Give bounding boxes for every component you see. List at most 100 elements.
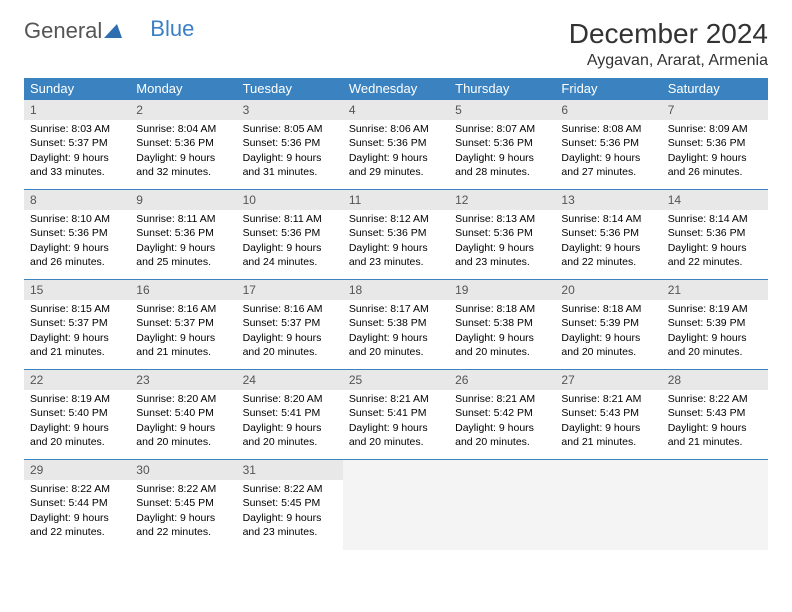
sunset-line: Sunset: 5:37 PM — [30, 316, 124, 330]
sunrise-line: Sunrise: 8:12 AM — [349, 212, 443, 226]
day-number: 26 — [449, 370, 555, 390]
daylight-line: Daylight: 9 hours and 28 minutes. — [455, 151, 549, 179]
logo: General Blue — [24, 18, 194, 44]
sunset-line: Sunset: 5:36 PM — [243, 136, 337, 150]
calendar-cell: 20Sunrise: 8:18 AMSunset: 5:39 PMDayligh… — [555, 280, 661, 370]
sunrise-line: Sunrise: 8:16 AM — [243, 302, 337, 316]
sunset-line: Sunset: 5:43 PM — [668, 406, 762, 420]
sunrise-line: Sunrise: 8:22 AM — [668, 392, 762, 406]
sunrise-line: Sunrise: 8:09 AM — [668, 122, 762, 136]
daylight-line: Daylight: 9 hours and 22 minutes. — [668, 241, 762, 269]
sunset-line: Sunset: 5:37 PM — [30, 136, 124, 150]
day-body: Sunrise: 8:07 AMSunset: 5:36 PMDaylight:… — [449, 120, 555, 183]
day-number: 21 — [662, 280, 768, 300]
calendar-cell: 13Sunrise: 8:14 AMSunset: 5:36 PMDayligh… — [555, 190, 661, 280]
day-number: 12 — [449, 190, 555, 210]
daylight-line: Daylight: 9 hours and 21 minutes. — [30, 331, 124, 359]
calendar-cell — [555, 460, 661, 550]
day-number: 27 — [555, 370, 661, 390]
day-body: Sunrise: 8:20 AMSunset: 5:40 PMDaylight:… — [130, 390, 236, 453]
sunset-line: Sunset: 5:36 PM — [243, 226, 337, 240]
sunset-line: Sunset: 5:39 PM — [561, 316, 655, 330]
daylight-line: Daylight: 9 hours and 32 minutes. — [136, 151, 230, 179]
day-number: 8 — [24, 190, 130, 210]
day-number: 13 — [555, 190, 661, 210]
location: Aygavan, Ararat, Armenia — [569, 52, 768, 70]
weekday-header: Thursday — [449, 78, 555, 100]
day-body: Sunrise: 8:04 AMSunset: 5:36 PMDaylight:… — [130, 120, 236, 183]
day-body: Sunrise: 8:19 AMSunset: 5:39 PMDaylight:… — [662, 300, 768, 363]
day-body: Sunrise: 8:08 AMSunset: 5:36 PMDaylight:… — [555, 120, 661, 183]
calendar-cell: 15Sunrise: 8:15 AMSunset: 5:37 PMDayligh… — [24, 280, 130, 370]
daylight-line: Daylight: 9 hours and 20 minutes. — [243, 331, 337, 359]
daylight-line: Daylight: 9 hours and 27 minutes. — [561, 151, 655, 179]
calendar-cell: 11Sunrise: 8:12 AMSunset: 5:36 PMDayligh… — [343, 190, 449, 280]
sunset-line: Sunset: 5:43 PM — [561, 406, 655, 420]
day-body: Sunrise: 8:16 AMSunset: 5:37 PMDaylight:… — [130, 300, 236, 363]
sunrise-line: Sunrise: 8:22 AM — [30, 482, 124, 496]
day-number: 9 — [130, 190, 236, 210]
day-body: Sunrise: 8:22 AMSunset: 5:45 PMDaylight:… — [130, 480, 236, 543]
sunset-line: Sunset: 5:41 PM — [349, 406, 443, 420]
day-number: 18 — [343, 280, 449, 300]
sunset-line: Sunset: 5:36 PM — [349, 226, 443, 240]
daylight-line: Daylight: 9 hours and 23 minutes. — [455, 241, 549, 269]
calendar-cell: 17Sunrise: 8:16 AMSunset: 5:37 PMDayligh… — [237, 280, 343, 370]
sunset-line: Sunset: 5:38 PM — [455, 316, 549, 330]
sunset-line: Sunset: 5:40 PM — [136, 406, 230, 420]
weekday-header: Friday — [555, 78, 661, 100]
daylight-line: Daylight: 9 hours and 21 minutes. — [136, 331, 230, 359]
daylight-line: Daylight: 9 hours and 22 minutes. — [136, 511, 230, 539]
day-body: Sunrise: 8:16 AMSunset: 5:37 PMDaylight:… — [237, 300, 343, 363]
sunset-line: Sunset: 5:40 PM — [30, 406, 124, 420]
daylight-line: Daylight: 9 hours and 24 minutes. — [243, 241, 337, 269]
day-body: Sunrise: 8:21 AMSunset: 5:43 PMDaylight:… — [555, 390, 661, 453]
day-number: 17 — [237, 280, 343, 300]
daylight-line: Daylight: 9 hours and 26 minutes. — [668, 151, 762, 179]
day-number: 23 — [130, 370, 236, 390]
sunset-line: Sunset: 5:36 PM — [668, 136, 762, 150]
calendar-cell: 23Sunrise: 8:20 AMSunset: 5:40 PMDayligh… — [130, 370, 236, 460]
calendar-cell: 26Sunrise: 8:21 AMSunset: 5:42 PMDayligh… — [449, 370, 555, 460]
calendar-cell: 9Sunrise: 8:11 AMSunset: 5:36 PMDaylight… — [130, 190, 236, 280]
day-number: 10 — [237, 190, 343, 210]
day-number: 15 — [24, 280, 130, 300]
sunset-line: Sunset: 5:42 PM — [455, 406, 549, 420]
sunrise-line: Sunrise: 8:14 AM — [561, 212, 655, 226]
calendar-cell: 4Sunrise: 8:06 AMSunset: 5:36 PMDaylight… — [343, 100, 449, 190]
day-number: 30 — [130, 460, 236, 480]
day-body: Sunrise: 8:14 AMSunset: 5:36 PMDaylight:… — [662, 210, 768, 273]
sunset-line: Sunset: 5:36 PM — [455, 136, 549, 150]
day-body: Sunrise: 8:09 AMSunset: 5:36 PMDaylight:… — [662, 120, 768, 183]
day-number: 3 — [237, 100, 343, 120]
day-number: 6 — [555, 100, 661, 120]
sunset-line: Sunset: 5:36 PM — [30, 226, 124, 240]
sunrise-line: Sunrise: 8:17 AM — [349, 302, 443, 316]
calendar-cell: 14Sunrise: 8:14 AMSunset: 5:36 PMDayligh… — [662, 190, 768, 280]
calendar-week-row: 22Sunrise: 8:19 AMSunset: 5:40 PMDayligh… — [24, 370, 768, 460]
calendar-cell — [449, 460, 555, 550]
calendar-week-row: 15Sunrise: 8:15 AMSunset: 5:37 PMDayligh… — [24, 280, 768, 370]
calendar-cell — [343, 460, 449, 550]
day-body: Sunrise: 8:21 AMSunset: 5:41 PMDaylight:… — [343, 390, 449, 453]
daylight-line: Daylight: 9 hours and 23 minutes. — [243, 511, 337, 539]
calendar-cell: 19Sunrise: 8:18 AMSunset: 5:38 PMDayligh… — [449, 280, 555, 370]
daylight-line: Daylight: 9 hours and 21 minutes. — [668, 421, 762, 449]
sunrise-line: Sunrise: 8:20 AM — [243, 392, 337, 406]
sunset-line: Sunset: 5:37 PM — [243, 316, 337, 330]
sunrise-line: Sunrise: 8:21 AM — [349, 392, 443, 406]
day-body: Sunrise: 8:21 AMSunset: 5:42 PMDaylight:… — [449, 390, 555, 453]
day-body: Sunrise: 8:19 AMSunset: 5:40 PMDaylight:… — [24, 390, 130, 453]
day-body: Sunrise: 8:13 AMSunset: 5:36 PMDaylight:… — [449, 210, 555, 273]
daylight-line: Daylight: 9 hours and 22 minutes. — [561, 241, 655, 269]
day-body: Sunrise: 8:22 AMSunset: 5:43 PMDaylight:… — [662, 390, 768, 453]
sunset-line: Sunset: 5:45 PM — [136, 496, 230, 510]
day-number: 5 — [449, 100, 555, 120]
sunrise-line: Sunrise: 8:18 AM — [455, 302, 549, 316]
calendar-cell — [662, 460, 768, 550]
sunrise-line: Sunrise: 8:11 AM — [136, 212, 230, 226]
day-number: 4 — [343, 100, 449, 120]
daylight-line: Daylight: 9 hours and 20 minutes. — [455, 421, 549, 449]
sunrise-line: Sunrise: 8:07 AM — [455, 122, 549, 136]
calendar-cell: 1Sunrise: 8:03 AMSunset: 5:37 PMDaylight… — [24, 100, 130, 190]
